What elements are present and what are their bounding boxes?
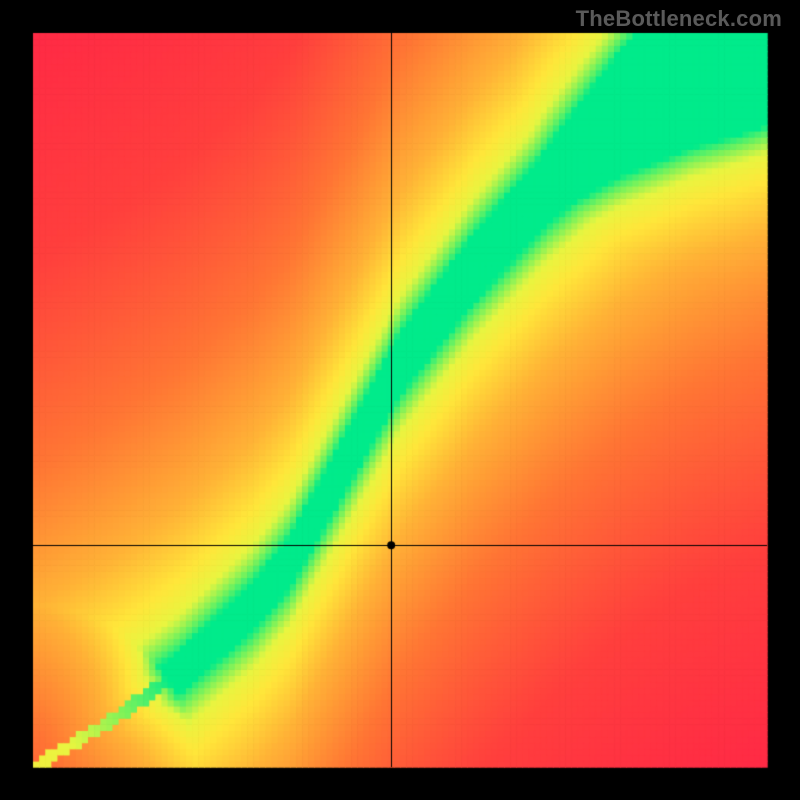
watermark-text: TheBottleneck.com [576, 6, 782, 32]
bottleneck-heatmap [0, 0, 800, 800]
